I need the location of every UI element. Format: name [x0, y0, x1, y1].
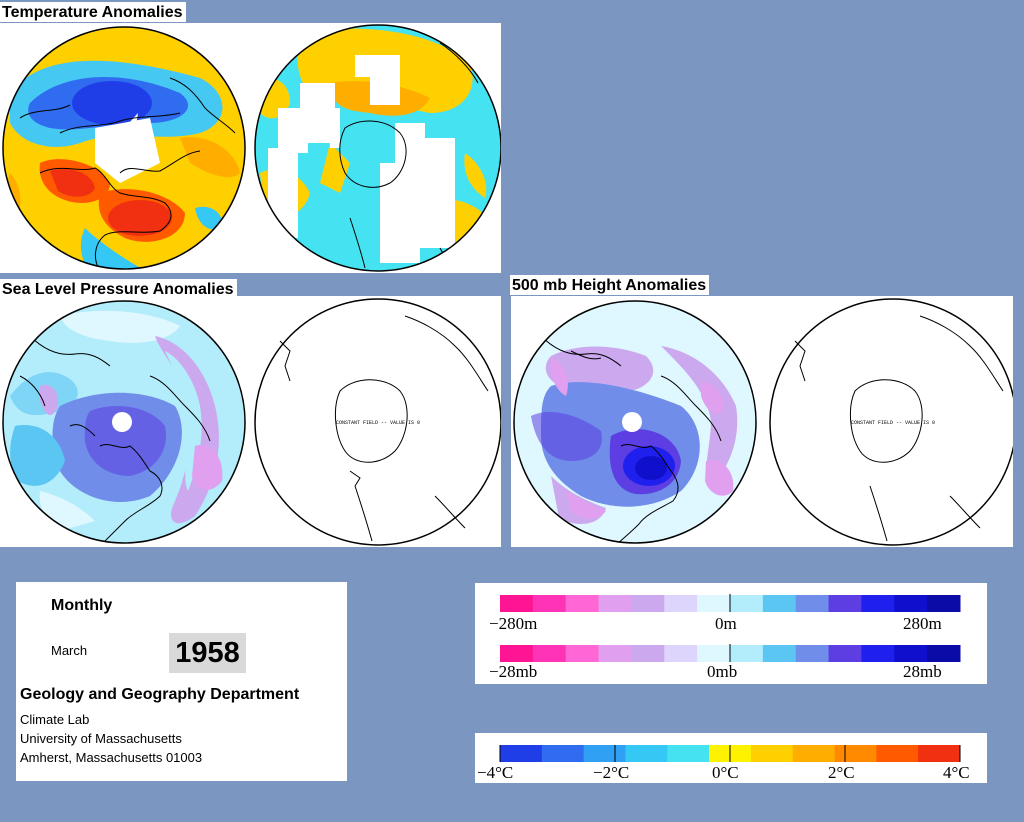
slp-north-map: [2, 300, 246, 544]
pressure-swatch: [697, 645, 731, 662]
temperature-south-map: [254, 24, 501, 272]
pressure-swatch: [631, 645, 665, 662]
height-swatch: [828, 595, 862, 612]
height-swatch: [762, 595, 797, 612]
pressure-swatch: [532, 645, 567, 662]
address-label: Amherst, Massachusetts 01003: [20, 750, 203, 765]
temperature-north-map: [2, 26, 246, 270]
info-box: Monthly March 1958 Geology and Geography…: [16, 582, 347, 781]
temp-label-4: 4°C: [943, 763, 970, 782]
pressure-swatch: [664, 645, 698, 662]
pressure-swatch: [795, 645, 830, 662]
anomaly-legend: −280m 0m 280m −28mb 0mb 28mb: [475, 583, 987, 684]
temperature-swatch: [876, 745, 919, 762]
temperature-maps-panel: [0, 23, 501, 273]
department-label: Geology and Geography Department: [20, 686, 300, 703]
height-swatch: [894, 595, 928, 612]
pressure-swatch: [828, 645, 862, 662]
height-swatch: [631, 595, 665, 612]
height-swatch: [664, 595, 698, 612]
slp-constant-field-label: CONSTANT FIELD -- VALUE IS 0: [336, 420, 420, 426]
month-label: March: [51, 643, 88, 658]
height-swatch: [795, 595, 830, 612]
temp-label-neg2: −2°C: [593, 763, 629, 782]
pressure-swatch: [861, 645, 895, 662]
h500-south-map: CONSTANT FIELD -- VALUE IS 0: [769, 298, 1013, 546]
pressure-swatch: [762, 645, 797, 662]
temperature-swatch: [625, 745, 668, 762]
temperature-swatch: [750, 745, 794, 762]
temperature-swatch: [667, 745, 710, 762]
h500-constant-field-label: CONSTANT FIELD -- VALUE IS 0: [851, 420, 935, 426]
pressure-swatch: [565, 645, 600, 662]
slp-title: Sea Level Pressure Anomalies: [0, 279, 237, 299]
pressure-mid-label: 0mb: [707, 662, 737, 681]
pressure-max-label: 28mb: [903, 662, 942, 681]
slp-maps-panel: CONSTANT FIELD -- VALUE IS 0: [0, 296, 501, 547]
height-mid-label: 0m: [715, 614, 737, 633]
temperature-legend: −4°C −2°C 0°C 2°C 4°C: [475, 733, 987, 783]
height-swatch: [532, 595, 567, 612]
height-color-bar: [500, 595, 961, 612]
h500-maps-panel: CONSTANT FIELD -- VALUE IS 0: [511, 296, 1013, 547]
height-swatch: [730, 595, 764, 612]
university-label: University of Massachusetts: [20, 731, 182, 746]
year-label: 1958: [169, 633, 246, 673]
pressure-swatch: [598, 645, 632, 662]
temperature-title: Temperature Anomalies: [0, 2, 186, 22]
temp-label-neg4: −4°C: [477, 763, 513, 782]
temperature-swatch: [792, 745, 836, 762]
height-max-label: 280m: [903, 614, 942, 633]
pressure-swatch: [927, 645, 961, 662]
temp-label-2: 2°C: [828, 763, 855, 782]
height-swatch: [861, 595, 895, 612]
pressure-min-label: −28mb: [489, 662, 537, 681]
pressure-swatch: [500, 645, 534, 662]
height-swatch: [697, 595, 731, 612]
temperature-swatch: [500, 745, 543, 762]
h500-north-map: [513, 300, 757, 544]
temperature-swatch: [834, 745, 877, 762]
temperature-swatch: [583, 745, 626, 762]
height-min-label: −280m: [489, 614, 537, 633]
temperature-color-bar: [499, 745, 961, 762]
slp-south-map: CONSTANT FIELD -- VALUE IS 0: [254, 298, 501, 546]
height-swatch: [500, 595, 534, 612]
temp-label-0: 0°C: [712, 763, 739, 782]
pressure-swatch: [730, 645, 764, 662]
lab-label: Climate Lab: [20, 712, 90, 727]
h500-title: 500 mb Height Anomalies: [510, 275, 710, 295]
pressure-swatch: [894, 645, 928, 662]
pressure-color-bar: [500, 645, 961, 662]
temperature-swatch: [918, 745, 961, 762]
height-swatch: [598, 595, 632, 612]
height-swatch: [927, 595, 961, 612]
temperature-swatch: [541, 745, 585, 762]
period-label: Monthly: [51, 597, 113, 614]
height-swatch: [565, 595, 600, 612]
